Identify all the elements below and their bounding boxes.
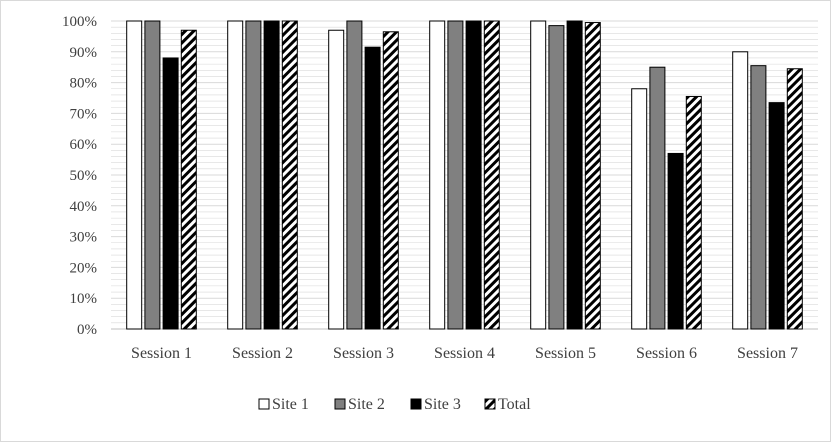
bar-site-3-session-1 [162,57,179,330]
x-tick-label: Session 2 [232,345,293,362]
legend-swatch [410,398,422,410]
bar-site-1-session-3 [328,29,345,330]
y-axis-ticks: 0% 10% 20% 30% 40% 50% 60% 70% 80% 90% 100% [62,14,97,338]
bar-site-3-session-6 [667,152,684,330]
bar-total-session-6 [685,95,702,330]
bar-site-2-session-1 [144,20,161,330]
bar-total-session-5 [584,22,601,330]
gridlines [111,20,818,330]
legend-swatch [334,398,346,410]
bar-site-1-session-4 [429,20,446,330]
x-tick-label: Session 4 [434,345,495,362]
x-tick-label: Session 5 [535,345,596,362]
bar-site-2-session-3 [346,20,363,330]
bar-total-session-3 [382,31,399,330]
y-tick-label: 60% [70,137,98,153]
y-tick-label: 80% [70,76,98,92]
legend: Site 1 Site 2 Site 3 Total [258,396,531,413]
y-tick-label: 70% [70,106,98,122]
legend-label: Site 3 [424,396,461,413]
y-tick-label: 90% [70,45,98,61]
bar-site-2-session-2 [245,20,262,330]
legend-label: Total [498,396,531,413]
legend-label: Site 1 [272,396,309,413]
bar-total-session-2 [281,20,298,330]
y-tick-label: 40% [70,199,98,215]
legend-swatch [484,398,496,410]
x-tick-label: Session 7 [737,345,798,362]
bar-total-session-4 [483,20,500,330]
x-axis-ticks: Session 1 Session 2 Session 3 Session 4 Sess… [131,345,798,362]
x-tick-label: Session 1 [131,345,192,362]
bar-site-3-session-3 [364,46,381,330]
bar-site-2-session-4 [447,20,464,330]
bar-total-session-7 [786,68,803,330]
bars [126,20,803,330]
y-tick-label: 0% [77,322,97,338]
bar-site-1-session-5 [530,20,547,330]
bar-site-2-session-7 [750,65,767,330]
legend-label: Site 2 [348,396,385,413]
bar-site-3-session-4 [465,20,482,330]
y-tick-label: 20% [70,260,98,276]
bar-site-3-session-5 [566,20,583,330]
legend-swatch [258,398,270,410]
bar-site-1-session-2 [227,20,244,330]
bar-site-2-session-5 [548,25,565,330]
bar-total-session-1 [180,29,197,330]
y-tick-label: 30% [70,230,98,246]
bar-site-2-session-6 [649,66,666,330]
bar-site-1-session-6 [631,88,648,330]
x-tick-label: Session 6 [636,345,697,362]
y-tick-label: 100% [62,14,97,30]
bar-site-1-session-1 [126,20,143,330]
bar-site-3-session-7 [768,102,785,330]
bar-site-1-session-7 [732,51,749,330]
y-tick-label: 50% [70,168,98,184]
x-tick-label: Session 3 [333,345,394,362]
y-tick-label: 10% [70,291,98,307]
bar-site-3-session-2 [263,20,280,330]
